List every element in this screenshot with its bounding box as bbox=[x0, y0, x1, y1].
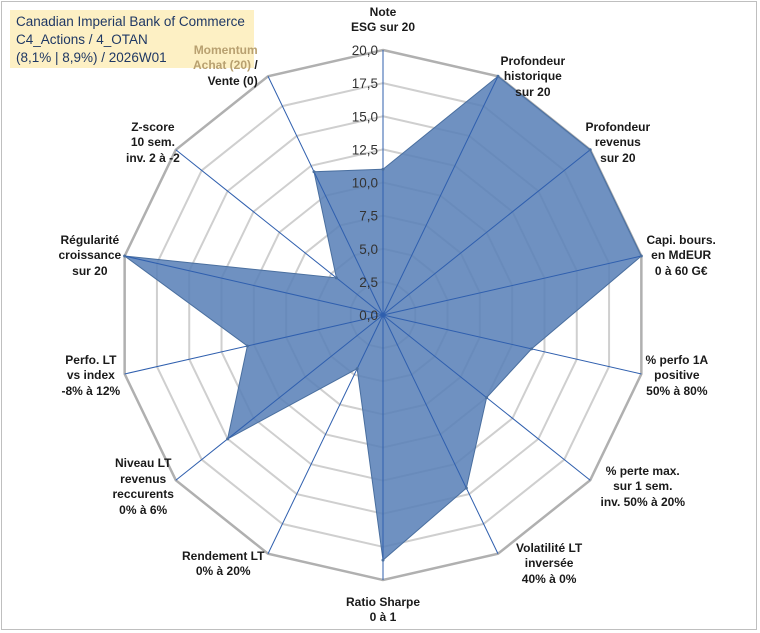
axis-label-line: Capi. bours. bbox=[646, 232, 716, 247]
data-point-9 bbox=[355, 367, 359, 371]
axis-label-line: sur 20 bbox=[600, 150, 636, 165]
axis-label-11: Perfo. LT vs index -8% à 12% bbox=[62, 353, 121, 400]
spoke-11 bbox=[124, 314, 384, 375]
chart-title-box: Canadian Imperial Bank of Commerce C4_Ac… bbox=[10, 10, 254, 68]
axis-label-line: Niveau LT bbox=[114, 456, 172, 470]
axis-label-line: Rendement LT bbox=[182, 548, 265, 563]
title-line-1: Canadian Imperial Bank of Commerce bbox=[16, 14, 245, 29]
r-tick-label: 7,5 bbox=[359, 209, 378, 224]
axis-label-line: inv. 2 à -2 bbox=[126, 150, 180, 165]
axis-label-line: 0% à 6% bbox=[119, 502, 168, 517]
r-tick-label: 12,5 bbox=[352, 142, 378, 157]
axis-label-line: ESG sur 20 bbox=[351, 20, 416, 34]
title-line-2: C4_Actions / 4_OTAN bbox=[16, 32, 148, 47]
spoke-7 bbox=[382, 314, 499, 554]
axis-label-12: Régularité croissance sur 20 bbox=[59, 233, 122, 280]
data-point-6 bbox=[485, 396, 489, 400]
axis-label-6: % perte max. sur 1 sem. inv. 50% à 20% bbox=[601, 464, 686, 511]
axis-label-7: Volatilité LT inversée 40% à 0% bbox=[516, 541, 582, 588]
data-point-7 bbox=[464, 486, 468, 490]
r-tick-label: 10,0 bbox=[352, 176, 378, 191]
axis-label-line: historique bbox=[503, 69, 562, 83]
spoke-10 bbox=[175, 314, 384, 481]
spoke-14 bbox=[267, 76, 384, 316]
spoke-12 bbox=[124, 255, 384, 316]
r-tick-label: 20,0 bbox=[352, 43, 378, 58]
data-point-12 bbox=[123, 254, 127, 258]
data-point-10 bbox=[226, 437, 230, 441]
spoke-13 bbox=[175, 149, 384, 316]
axis-label-line: revenus bbox=[594, 135, 641, 149]
axis-label-2: Profondeur historique sur 20 bbox=[501, 54, 566, 101]
axis-label-line: Profondeur bbox=[500, 53, 566, 68]
axis-label-13: Z-score 10 sem. inv. 2 à -2 bbox=[126, 120, 180, 167]
axis-label-line: sur 20 bbox=[515, 84, 551, 99]
axis-label-line: 10 sem. bbox=[130, 135, 175, 149]
axis-label-3: Profondeur revenus sur 20 bbox=[586, 120, 651, 167]
data-point-14 bbox=[312, 170, 316, 174]
data-point-3 bbox=[588, 148, 592, 152]
r-tick-label: 15,0 bbox=[352, 109, 378, 124]
axis-label-10: Niveau LT revenus reccurents 0% à 6% bbox=[113, 456, 174, 518]
title-line-3: (8,1% | 8,9%) / 2026W01 bbox=[16, 50, 167, 65]
axis-label-14: Momentum Achat (20) / Vente (0) bbox=[193, 43, 258, 90]
axis-label-line: -8% à 12% bbox=[61, 383, 121, 398]
axis-label-line: Profondeur bbox=[585, 119, 651, 134]
r-tick-label: 17,5 bbox=[352, 76, 378, 91]
spoke-9 bbox=[267, 314, 384, 554]
axis-label-9: Rendement LT 0% à 20% bbox=[182, 549, 264, 580]
axis-label-4: Capi. bours. en MdEUR 0 à 60 G€ bbox=[647, 233, 716, 280]
axis-label-line: % perte max. bbox=[605, 463, 680, 478]
axis-label-line: positive bbox=[654, 368, 700, 382]
axis-label-line: Note bbox=[369, 4, 397, 19]
spoke-3 bbox=[382, 149, 591, 316]
axis-label-line: revenus bbox=[120, 471, 167, 486]
axis-label-line: vs index bbox=[66, 368, 115, 382]
data-point-1 bbox=[381, 167, 385, 171]
axis-label-line: inv. 50% à 20% bbox=[600, 494, 686, 509]
data-point-4 bbox=[639, 254, 643, 258]
axis-label-line: sur 20 bbox=[72, 263, 108, 278]
axis-label-line: Achat (20) / bbox=[193, 58, 258, 72]
axis-label-1: Note ESG sur 20 bbox=[351, 5, 415, 36]
axis-label-line: reccurents bbox=[112, 487, 174, 501]
axis-label-line: Volatilité LT bbox=[516, 540, 583, 555]
axis-label-line: inversée bbox=[524, 556, 574, 570]
r-tick-label: 0,0 bbox=[359, 308, 378, 323]
data-point-2 bbox=[496, 74, 500, 78]
data-point-13 bbox=[334, 276, 338, 280]
axis-label-line: Vente (0) bbox=[207, 73, 258, 88]
spoke-4 bbox=[382, 255, 642, 316]
axis-label-line: sur 1 sem. bbox=[613, 479, 673, 493]
axis-label-line: 0% à 20% bbox=[195, 564, 251, 578]
data-point-8 bbox=[381, 558, 385, 562]
axis-label-line: % perfo 1A bbox=[645, 352, 709, 367]
axis-label-line: en MdEUR bbox=[651, 248, 712, 262]
axis-label-line: croissance bbox=[58, 248, 122, 262]
axis-label-5: % perfo 1A positive 50% à 80% bbox=[646, 353, 709, 400]
spoke-2 bbox=[382, 76, 499, 316]
axis-label-line: Z-score bbox=[131, 119, 175, 134]
r-tick-label: 5,0 bbox=[359, 242, 378, 257]
r-tick-label: 2,5 bbox=[359, 275, 378, 290]
axis-label-line: Ratio Sharpe bbox=[346, 594, 421, 609]
axis-label-8: Ratio Sharpe 0 à 1 bbox=[346, 595, 420, 626]
axis-label-line: 0 à 60 G€ bbox=[654, 263, 708, 278]
axis-label-line: Perfo. LT bbox=[65, 352, 117, 367]
data-point-11 bbox=[245, 344, 249, 348]
axis-label-line: 0 à 1 bbox=[369, 610, 397, 624]
axis-label-line: Momentum bbox=[193, 42, 258, 57]
axis-label-line: 50% à 80% bbox=[646, 383, 708, 398]
axis-label-line: Régularité bbox=[60, 232, 120, 247]
spoke-5 bbox=[382, 314, 642, 375]
axis-label-line: 40% à 0% bbox=[521, 571, 577, 586]
data-point-5 bbox=[530, 347, 534, 351]
